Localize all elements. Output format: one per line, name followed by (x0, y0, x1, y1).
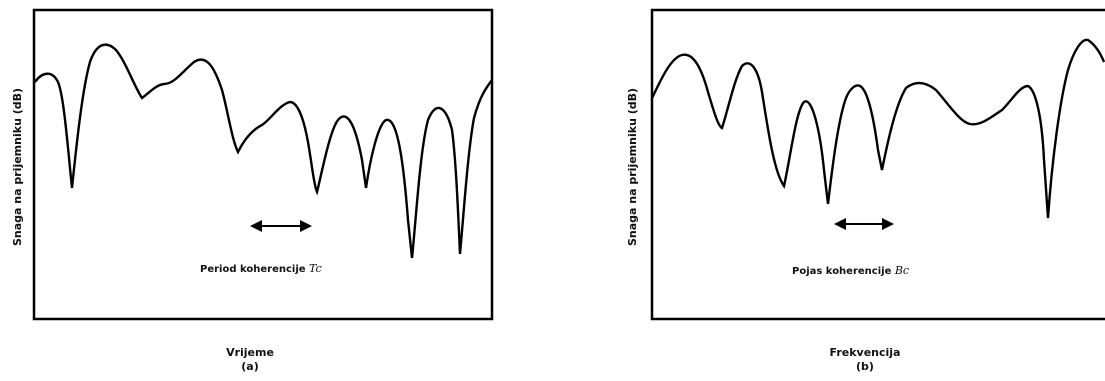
annotation-symbol-a: Tc (309, 262, 322, 275)
y-axis-label-b: Snaga na prijemniku (dB) (626, 87, 639, 246)
signal-curve-a (34, 43, 493, 259)
annotation-text-a: Period koherencije (200, 264, 310, 275)
annotation-b: Pojas koherencije Bc (792, 264, 909, 277)
plot-frame-a (32, 8, 494, 321)
x-axis-label-a: Vrijeme (226, 346, 274, 359)
plot-area-b (650, 8, 1105, 321)
figure-b: Snaga na prijemniku (dB) Pojas koherenci… (620, 0, 1105, 381)
signal-curve-b (650, 38, 1105, 219)
annotation-text-b: Pojas koherencije (792, 266, 895, 277)
plot-frame-b (650, 8, 1105, 321)
figure-a: Snaga na prijemniku (dB) Period koherenc… (0, 0, 520, 381)
plot-area-a (32, 8, 494, 321)
y-axis-label-a: Snaga na prijemniku (dB) (11, 87, 24, 246)
annotation-symbol-b: Bc (894, 264, 910, 277)
subfigure-label-b: (b) (856, 360, 874, 373)
subfigure-label-a: (a) (241, 360, 259, 373)
annotation-a: Period koherencije Tc (200, 262, 322, 275)
double-arrow-b (834, 218, 894, 230)
double-arrow-a (250, 220, 312, 232)
x-axis-label-b: Frekvencija (829, 346, 901, 359)
